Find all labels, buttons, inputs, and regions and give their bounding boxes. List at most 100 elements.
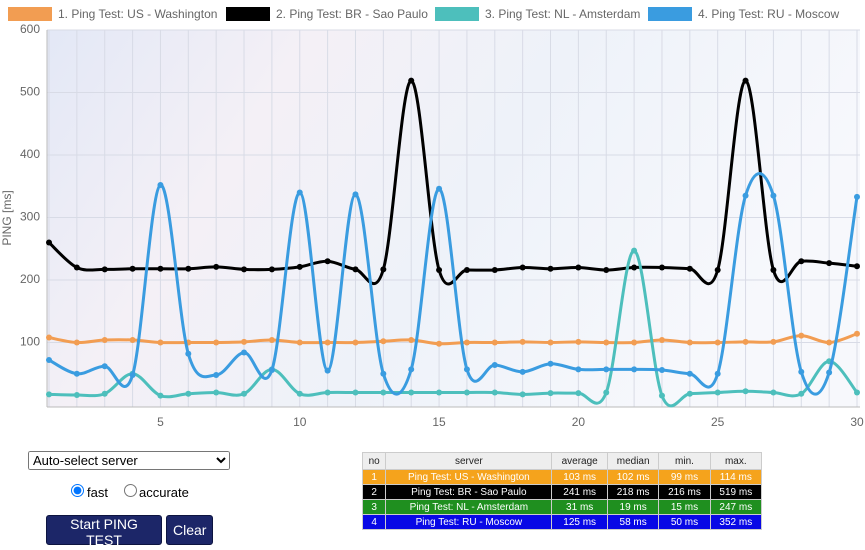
data-point <box>491 389 498 396</box>
table-cell: 1 <box>361 469 387 485</box>
x-tick-label: 5 <box>157 415 164 429</box>
legend-swatch <box>648 7 692 21</box>
data-point <box>742 77 749 84</box>
data-point <box>686 339 693 346</box>
legend-swatch <box>435 7 479 21</box>
data-point <box>658 337 665 343</box>
data-point <box>770 389 777 396</box>
data-point <box>101 390 108 397</box>
table-header: no server average median min. max. <box>361 452 763 470</box>
table-cell: 31 ms <box>551 499 608 515</box>
data-point <box>714 339 721 346</box>
table-cell: 2 <box>361 484 387 500</box>
header-cell: max. <box>709 452 763 470</box>
server-select[interactable]: Auto-select server <box>28 451 230 470</box>
data-point <box>268 367 275 373</box>
data-point <box>436 340 443 347</box>
data-point <box>463 366 470 373</box>
data-point <box>742 192 749 199</box>
data-point <box>575 264 582 271</box>
data-point <box>798 390 805 397</box>
data-point <box>742 338 749 345</box>
data-point <box>547 339 554 346</box>
data-point <box>73 392 80 398</box>
data-point <box>352 389 359 396</box>
data-point <box>129 337 136 343</box>
table-cell: 15 ms <box>658 499 711 515</box>
data-point <box>185 350 192 357</box>
data-point <box>352 191 359 198</box>
data-point <box>408 389 415 396</box>
legend-swatch <box>8 7 52 21</box>
clear-button[interactable]: Clear <box>166 515 213 545</box>
start-button[interactable]: Start PING TEST <box>46 515 162 548</box>
fast-radio[interactable] <box>71 484 84 497</box>
fast-option[interactable]: fast <box>68 484 108 500</box>
data-point <box>631 247 638 254</box>
data-point <box>547 360 554 367</box>
y-tick-label: 400 <box>20 147 40 161</box>
data-point <box>770 267 777 273</box>
data-point <box>686 390 693 397</box>
legend-label: 1. Ping Test: US - Washington <box>58 7 217 21</box>
data-point <box>46 334 52 341</box>
accurate-option[interactable]: accurate <box>121 484 189 500</box>
data-point <box>742 388 749 395</box>
data-point <box>408 337 415 343</box>
table-row: 3 Ping Test: NL - Amsterdam 31 ms 19 ms 15 m… <box>361 499 763 515</box>
header-cell: server <box>385 452 553 470</box>
data-point <box>463 389 470 396</box>
table-cell: 58 ms <box>606 514 660 530</box>
data-point <box>603 389 610 396</box>
legend-label: 3. Ping Test: NL - Amsterdam <box>485 7 640 21</box>
data-point <box>491 339 498 346</box>
data-point <box>631 339 638 346</box>
chart: PING [ms] 100 200 300 400 500 600 5 10 15 20 25 30 1… <box>0 7 864 429</box>
data-point <box>185 390 192 397</box>
table-row: 4 Ping Test: RU - Moscow 125 ms 58 ms 50 ms 3… <box>361 514 763 530</box>
data-point <box>491 267 498 273</box>
data-point <box>324 258 331 265</box>
data-point <box>854 330 860 337</box>
data-point <box>770 338 777 345</box>
y-axis-label: PING [ms] <box>0 190 14 245</box>
data-point <box>519 338 526 345</box>
data-point <box>575 338 582 345</box>
data-point <box>213 263 220 270</box>
table-cell: 102 ms <box>606 469 660 485</box>
data-point <box>463 267 470 273</box>
accurate-radio[interactable] <box>124 484 137 497</box>
data-point <box>603 366 610 373</box>
data-point <box>826 339 833 346</box>
data-point <box>436 389 443 396</box>
data-point <box>436 185 443 192</box>
table-cell: 218 ms <box>606 484 660 500</box>
table-cell: 352 ms <box>709 514 763 530</box>
y-tick-label: 100 <box>20 335 40 349</box>
table-row: 2 Ping Test: BR - Sao Paulo 241 ms 218 ms 21… <box>361 484 763 500</box>
table-cell: Ping Test: US - Washington <box>385 469 553 485</box>
header-cell: no <box>361 452 387 470</box>
data-point <box>463 339 470 346</box>
data-point <box>157 182 164 188</box>
y-tick-label: 300 <box>20 210 40 224</box>
legend-swatch <box>226 7 270 21</box>
data-point <box>854 263 860 270</box>
data-point <box>296 390 303 397</box>
data-point <box>826 260 833 267</box>
data-point <box>436 267 443 273</box>
data-point <box>213 372 220 378</box>
data-point <box>157 392 164 399</box>
data-point <box>129 372 136 378</box>
data-point <box>241 266 248 273</box>
data-point <box>324 339 331 346</box>
table-cell: 50 ms <box>658 514 711 530</box>
table-cell: 99 ms <box>658 469 711 485</box>
table-cell: 103 ms <box>551 469 608 485</box>
data-point <box>101 363 108 370</box>
data-point <box>241 349 248 356</box>
data-point <box>73 370 80 377</box>
x-tick-label: 10 <box>293 415 307 429</box>
data-point <box>46 239 52 246</box>
